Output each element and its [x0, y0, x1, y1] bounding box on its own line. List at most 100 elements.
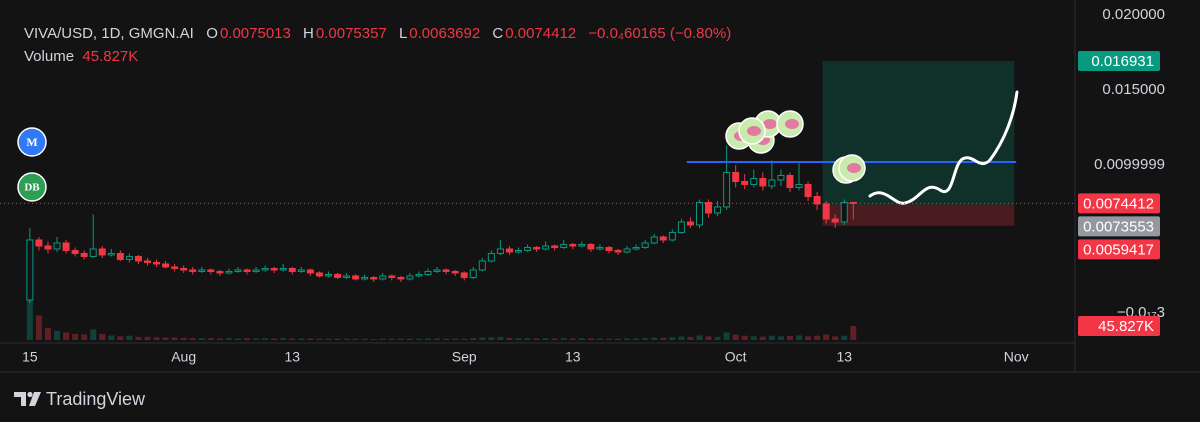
volume-bar — [605, 338, 612, 340]
candle-body — [786, 174, 794, 188]
candle-body — [198, 269, 206, 272]
candle-body — [723, 171, 731, 208]
candle-body — [189, 269, 197, 272]
candle-body — [334, 273, 342, 278]
volume-bar — [805, 336, 812, 340]
volume-bar — [850, 325, 857, 340]
candle-body — [252, 269, 260, 272]
candle-body — [162, 263, 170, 268]
x-tick-label: 13 — [836, 349, 852, 365]
volume-value: 45.827K — [82, 48, 139, 65]
candle-body — [469, 269, 477, 278]
volume-bar — [814, 335, 821, 340]
volume-bar — [361, 338, 368, 340]
volume-bar — [397, 338, 404, 340]
target-zone — [822, 61, 1015, 205]
volume-bar — [298, 338, 305, 340]
candle-body — [370, 276, 378, 280]
projection-curve — [868, 90, 1019, 205]
candle-body — [234, 269, 242, 272]
volume-bar — [216, 338, 223, 340]
candle-body — [343, 275, 351, 278]
candle-body — [813, 195, 821, 205]
candle-body — [125, 255, 133, 260]
candle-body — [695, 201, 703, 226]
candle-body — [831, 218, 839, 223]
volume-bar — [54, 330, 61, 340]
y-tick-label: 0.015000 — [1102, 81, 1165, 98]
candle-body — [180, 267, 188, 271]
volume-bar — [587, 338, 594, 340]
volume-bar — [406, 338, 413, 340]
volume-bar — [723, 332, 730, 340]
candle-body — [324, 273, 332, 277]
candle-body — [759, 177, 767, 187]
volume-bar — [370, 339, 377, 340]
candle-body — [650, 236, 658, 244]
candle-body — [361, 276, 369, 280]
candle-body — [379, 275, 387, 280]
candle-body — [668, 231, 676, 241]
candle-body — [297, 269, 305, 272]
candle-body — [478, 260, 486, 271]
volume-bar — [180, 337, 187, 340]
candle-body — [505, 248, 513, 253]
volume-bar — [198, 338, 205, 340]
candle-body — [569, 243, 577, 247]
ohlc-key: O — [206, 25, 218, 42]
candle-body — [587, 243, 595, 250]
volume-bar — [244, 338, 251, 340]
candle-body — [451, 270, 459, 274]
candle-body — [623, 248, 631, 253]
candle-body — [596, 246, 604, 250]
candle-body — [153, 261, 161, 265]
volume-bar — [515, 338, 522, 340]
volume-bar — [280, 338, 287, 340]
y-tick-label: 0.0099999 — [1094, 156, 1165, 173]
candle-body — [433, 269, 441, 272]
volume-bar — [325, 338, 332, 340]
candle-body — [143, 260, 151, 263]
volume-bar — [696, 335, 703, 340]
candle-body — [514, 249, 522, 253]
badge-label: DB — [24, 182, 40, 194]
candle-body — [26, 239, 34, 301]
candle-body — [714, 206, 722, 214]
candle-body — [397, 276, 405, 280]
candle-body — [35, 239, 43, 247]
volume-bar — [189, 338, 196, 340]
candle-body — [225, 270, 233, 274]
volume-bar — [759, 336, 766, 340]
volume-bar — [415, 338, 422, 340]
candle-body — [460, 272, 468, 278]
volume-bar — [307, 338, 314, 340]
candle-body — [804, 183, 812, 197]
volume-bar — [551, 338, 558, 340]
candle-body — [352, 275, 360, 280]
badge — [17, 127, 47, 157]
ohlc-key: L — [398, 25, 408, 42]
x-tick-label: 15 — [22, 349, 38, 365]
candle-body — [560, 243, 568, 248]
volume-bar — [162, 337, 169, 340]
volume-bar — [741, 335, 748, 340]
volume-bar — [506, 337, 513, 340]
volume-bar — [669, 337, 676, 340]
volume-bar — [823, 334, 830, 340]
x-tick-label: Sep — [452, 349, 477, 365]
candle-body — [243, 269, 251, 272]
candle-body — [279, 267, 287, 271]
volume-bar — [108, 335, 115, 340]
ohlc-key: H — [303, 25, 314, 42]
volume-key: Volume — [24, 48, 75, 65]
stop-zone — [822, 204, 1015, 226]
x-tick-label: 13 — [284, 349, 300, 365]
volume-bar — [705, 336, 712, 340]
x-tick-label: Nov — [1004, 349, 1029, 365]
price-tag — [1078, 193, 1160, 214]
ohlc-value: 0.0074412 — [505, 25, 577, 42]
brand: TradingView — [46, 389, 146, 409]
volume-bar — [44, 327, 51, 340]
candle-body — [578, 243, 586, 247]
